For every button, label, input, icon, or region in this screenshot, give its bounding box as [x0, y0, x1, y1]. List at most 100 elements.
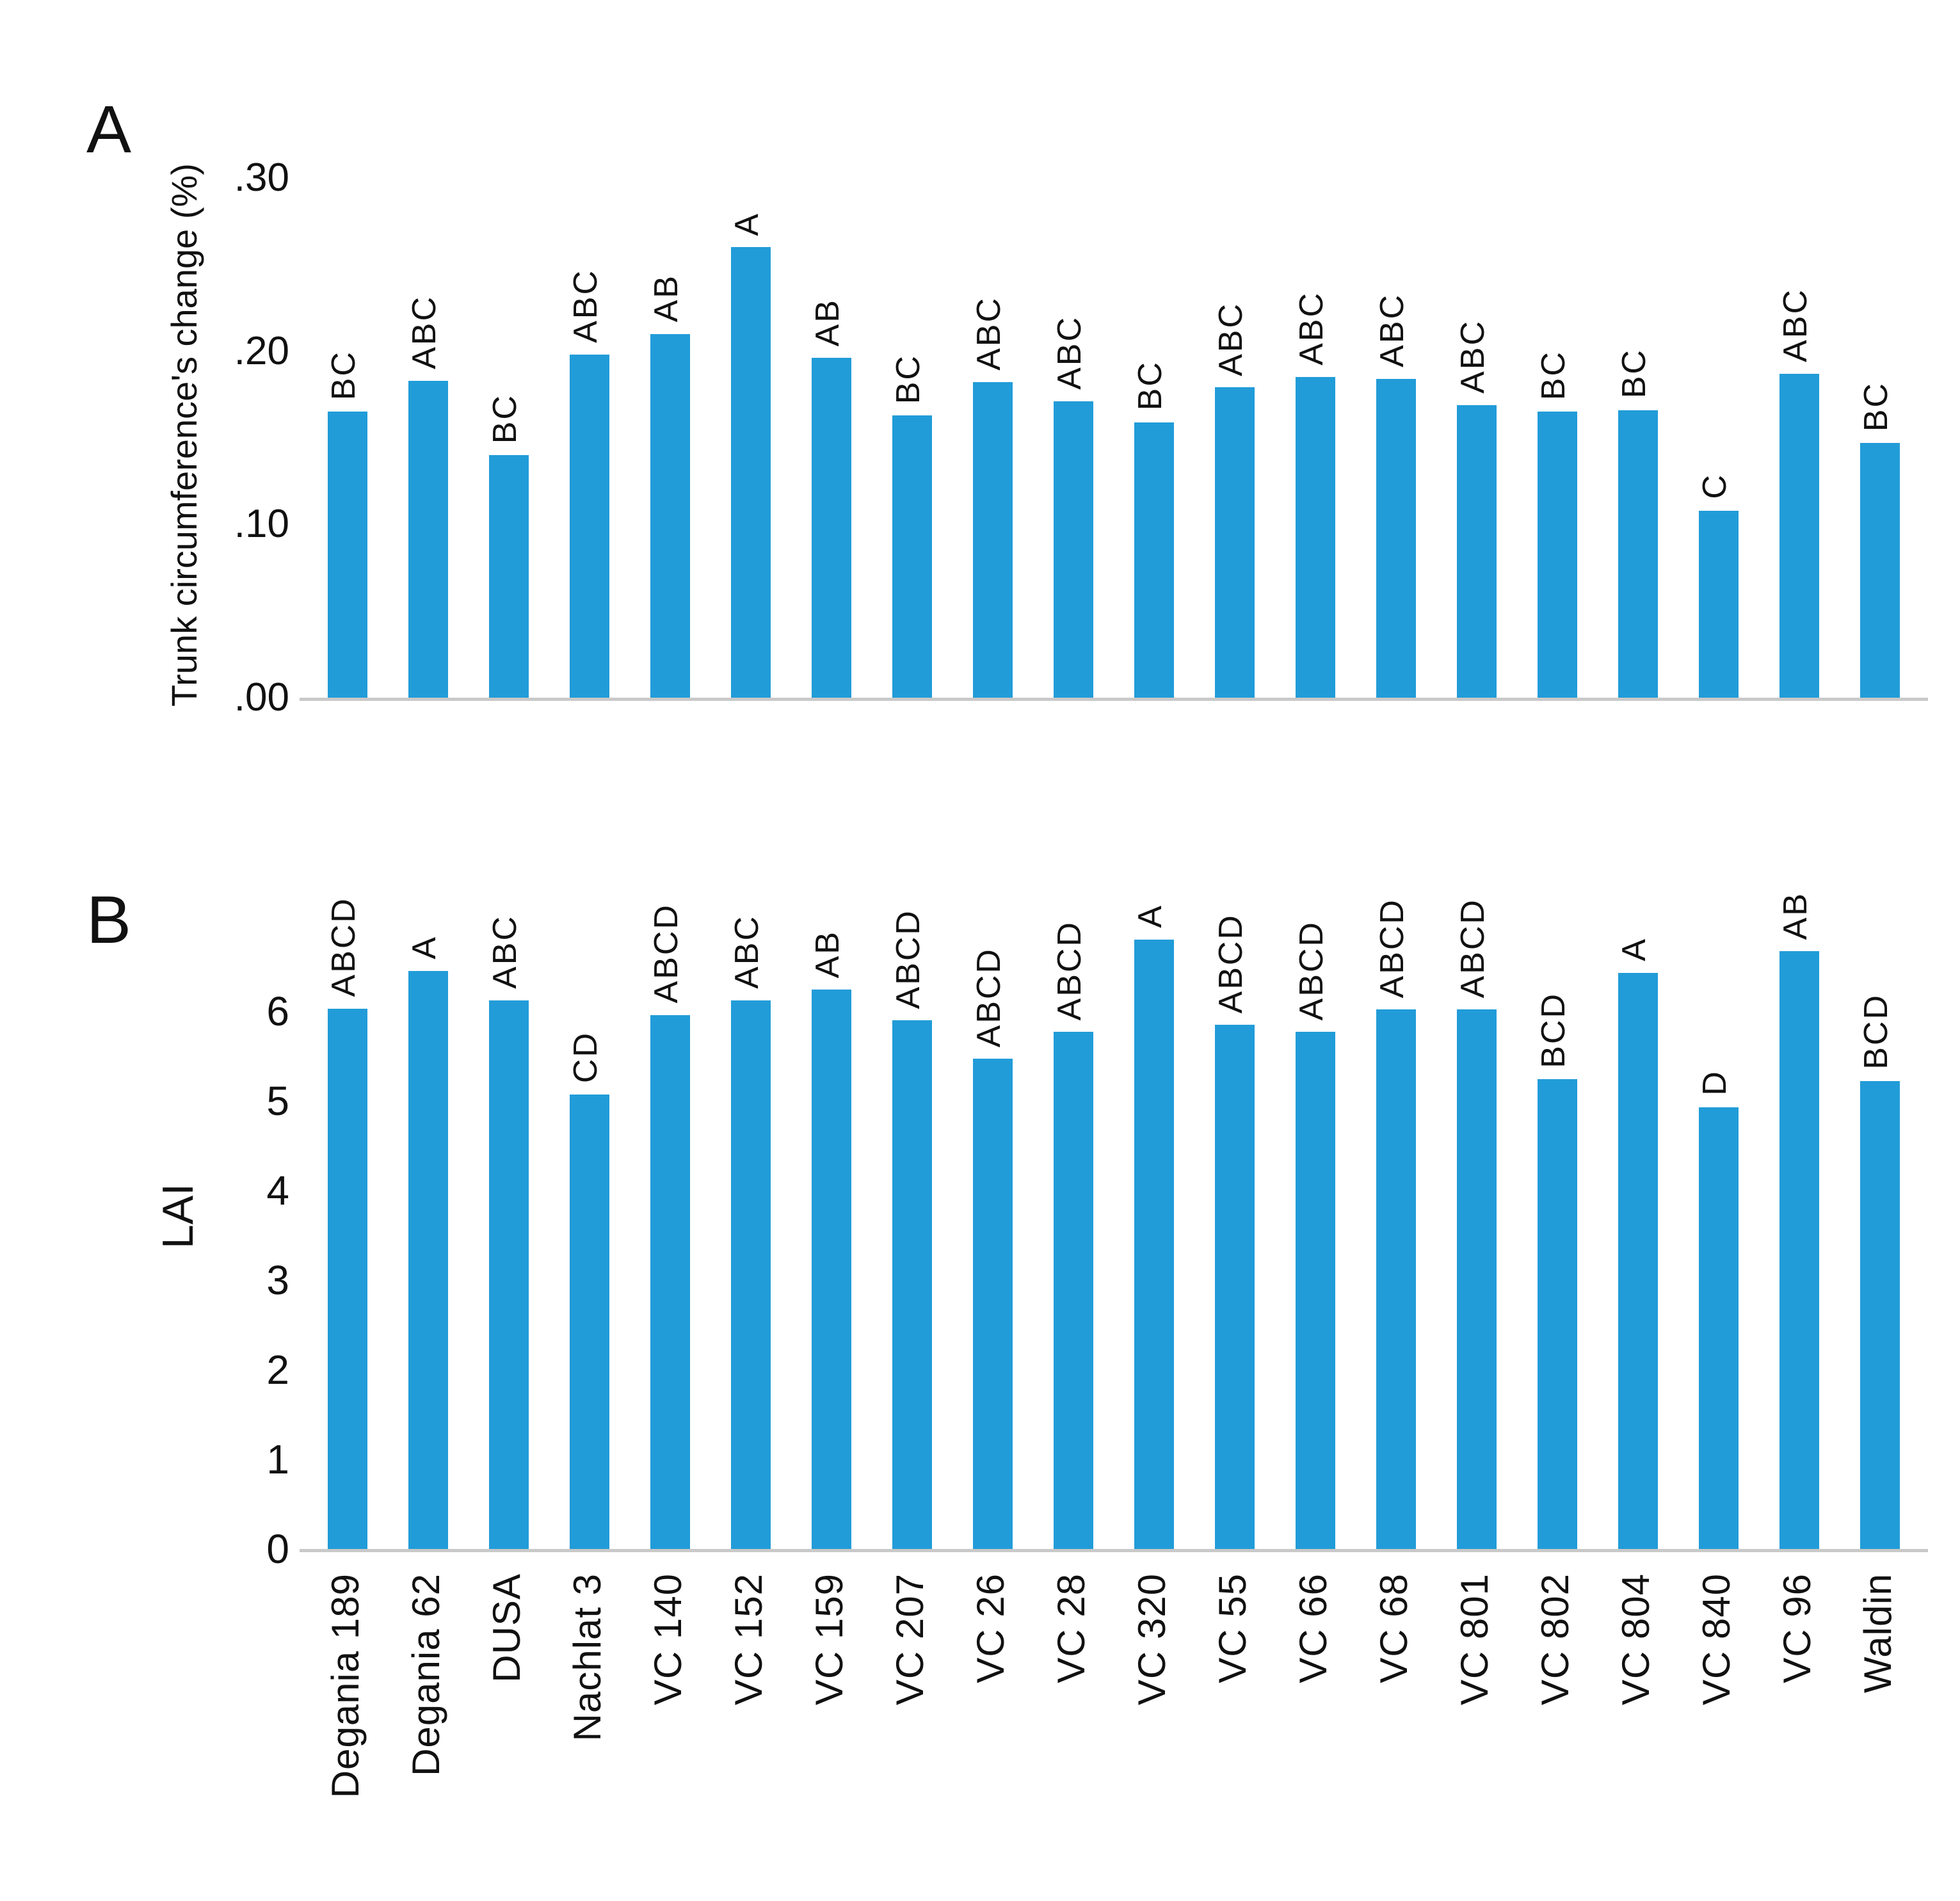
bar-VC 840 — [1699, 1107, 1739, 1549]
bar-Degania 62 — [408, 971, 448, 1549]
bar-VC 66 — [1296, 377, 1335, 698]
significance-letter: ABC — [1776, 287, 1814, 362]
y-tick-label: 4 — [266, 1167, 289, 1214]
bar-VC 320 — [1134, 422, 1174, 698]
category-label: VC 207 — [888, 1573, 931, 1706]
bar-VC 804 — [1618, 410, 1658, 698]
category-label: VC 66 — [1292, 1573, 1335, 1683]
bar-VC 152 — [731, 247, 771, 698]
significance-letter: C — [1696, 473, 1733, 499]
bar-VC 26 — [973, 382, 1013, 698]
bar-Nachlat 3 — [570, 355, 609, 698]
category-label: VC 55 — [1211, 1573, 1254, 1683]
panel-a-y-axis-title: Trunk circumference's change (%) — [164, 163, 204, 707]
bar-VC 26 — [973, 1059, 1013, 1549]
bar-VC 801 — [1457, 405, 1497, 698]
significance-letter: ABC — [1454, 319, 1491, 394]
y-tick-label: 6 — [266, 988, 289, 1034]
category-label: VC 96 — [1776, 1573, 1819, 1683]
category-label: VC 152 — [727, 1573, 770, 1706]
category-label: VC 28 — [1050, 1573, 1093, 1683]
significance-letter: ABCD — [970, 947, 1008, 1048]
significance-letter: BC — [889, 353, 927, 404]
bar-Degania 189 — [328, 1008, 367, 1549]
category-label: Nachlat 3 — [566, 1573, 609, 1742]
significance-letter: BC — [325, 350, 362, 401]
bar-VC 140 — [650, 333, 690, 698]
significance-letter: CD — [566, 1031, 604, 1084]
bar-VC 96 — [1779, 373, 1819, 698]
significance-letter: D — [1696, 1070, 1733, 1096]
bar-Waldin — [1860, 1081, 1900, 1549]
bar-VC 802 — [1538, 1079, 1577, 1549]
category-label: VC 804 — [1614, 1573, 1657, 1706]
bar-VC 159 — [812, 358, 851, 698]
bar-Degania 62 — [408, 380, 448, 698]
bar-VC 804 — [1618, 972, 1658, 1549]
panel-b-label: B — [86, 883, 132, 958]
category-label: VC 68 — [1372, 1573, 1415, 1683]
significance-letter: BCD — [1534, 991, 1572, 1068]
bar-VC 96 — [1779, 951, 1819, 1549]
significance-letter: A — [1615, 937, 1653, 961]
y-tick-label: 1 — [266, 1436, 289, 1482]
bar-VC 66 — [1296, 1032, 1335, 1549]
bar-Waldin — [1860, 443, 1900, 698]
y-tick-label: 5 — [266, 1078, 289, 1124]
significance-letter: ABC — [1050, 316, 1088, 390]
significance-letter: BC — [486, 393, 524, 444]
significance-letter: ABC — [728, 915, 766, 990]
significance-letter: ABCD — [647, 903, 685, 1004]
significance-letter: A — [728, 211, 766, 236]
bar-VC 55 — [1215, 1025, 1255, 1549]
bar-DUSA — [489, 1000, 529, 1549]
bar-DUSA — [489, 455, 529, 698]
category-label: VC 26 — [969, 1573, 1012, 1683]
significance-letter: AB — [647, 274, 685, 323]
significance-letter: ABC — [566, 269, 604, 344]
significance-letter: ABCD — [1212, 913, 1249, 1013]
significance-letter: A — [405, 935, 443, 959]
category-label: VC 801 — [1453, 1573, 1496, 1706]
category-label: VC 159 — [808, 1573, 851, 1706]
significance-letter: ABC — [970, 296, 1008, 371]
significance-letter: ABCD — [1373, 897, 1411, 999]
category-label: DUSA — [485, 1573, 528, 1683]
bar-VC 68 — [1376, 1009, 1416, 1549]
bar-VC 802 — [1538, 412, 1577, 698]
bar-VC 320 — [1134, 940, 1174, 1549]
category-label: VC 140 — [647, 1573, 689, 1706]
significance-letter: BC — [1131, 360, 1169, 411]
significance-letter: BC — [1857, 381, 1895, 432]
significance-letter: BC — [1534, 350, 1572, 401]
y-tick-label: .00 — [234, 675, 289, 719]
significance-letter: ABC — [1373, 293, 1411, 367]
bar-VC 28 — [1054, 401, 1093, 698]
significance-letter: ABC — [1212, 301, 1249, 376]
significance-letter: ABC — [405, 294, 443, 369]
significance-letter: ABC — [486, 915, 524, 990]
bar-Nachlat 3 — [570, 1095, 609, 1549]
significance-letter: AB — [808, 930, 846, 979]
significance-letter: AB — [808, 298, 846, 347]
x-axis-line — [300, 698, 1928, 701]
category-label: Degania 62 — [405, 1573, 447, 1776]
category-label: VC 802 — [1534, 1573, 1577, 1706]
y-tick-label: 2 — [266, 1347, 289, 1393]
bar-VC 28 — [1054, 1032, 1093, 1549]
bar-VC 55 — [1215, 387, 1255, 698]
significance-letter: ABCD — [889, 908, 927, 1009]
significance-letter: BCD — [1857, 993, 1895, 1070]
significance-letter: ABCD — [325, 897, 362, 997]
y-tick-label: 3 — [266, 1257, 289, 1303]
significance-letter: ABCD — [1454, 897, 1491, 999]
y-tick-label: .10 — [234, 502, 289, 547]
category-label: Degania 189 — [324, 1573, 367, 1799]
bar-VC 140 — [650, 1015, 690, 1549]
bar-VC 207 — [892, 415, 932, 698]
y-tick-label: .30 — [234, 155, 289, 200]
bar-VC 207 — [892, 1020, 932, 1549]
y-tick-label: 0 — [266, 1526, 289, 1572]
significance-letter: ABCD — [1050, 920, 1088, 1021]
